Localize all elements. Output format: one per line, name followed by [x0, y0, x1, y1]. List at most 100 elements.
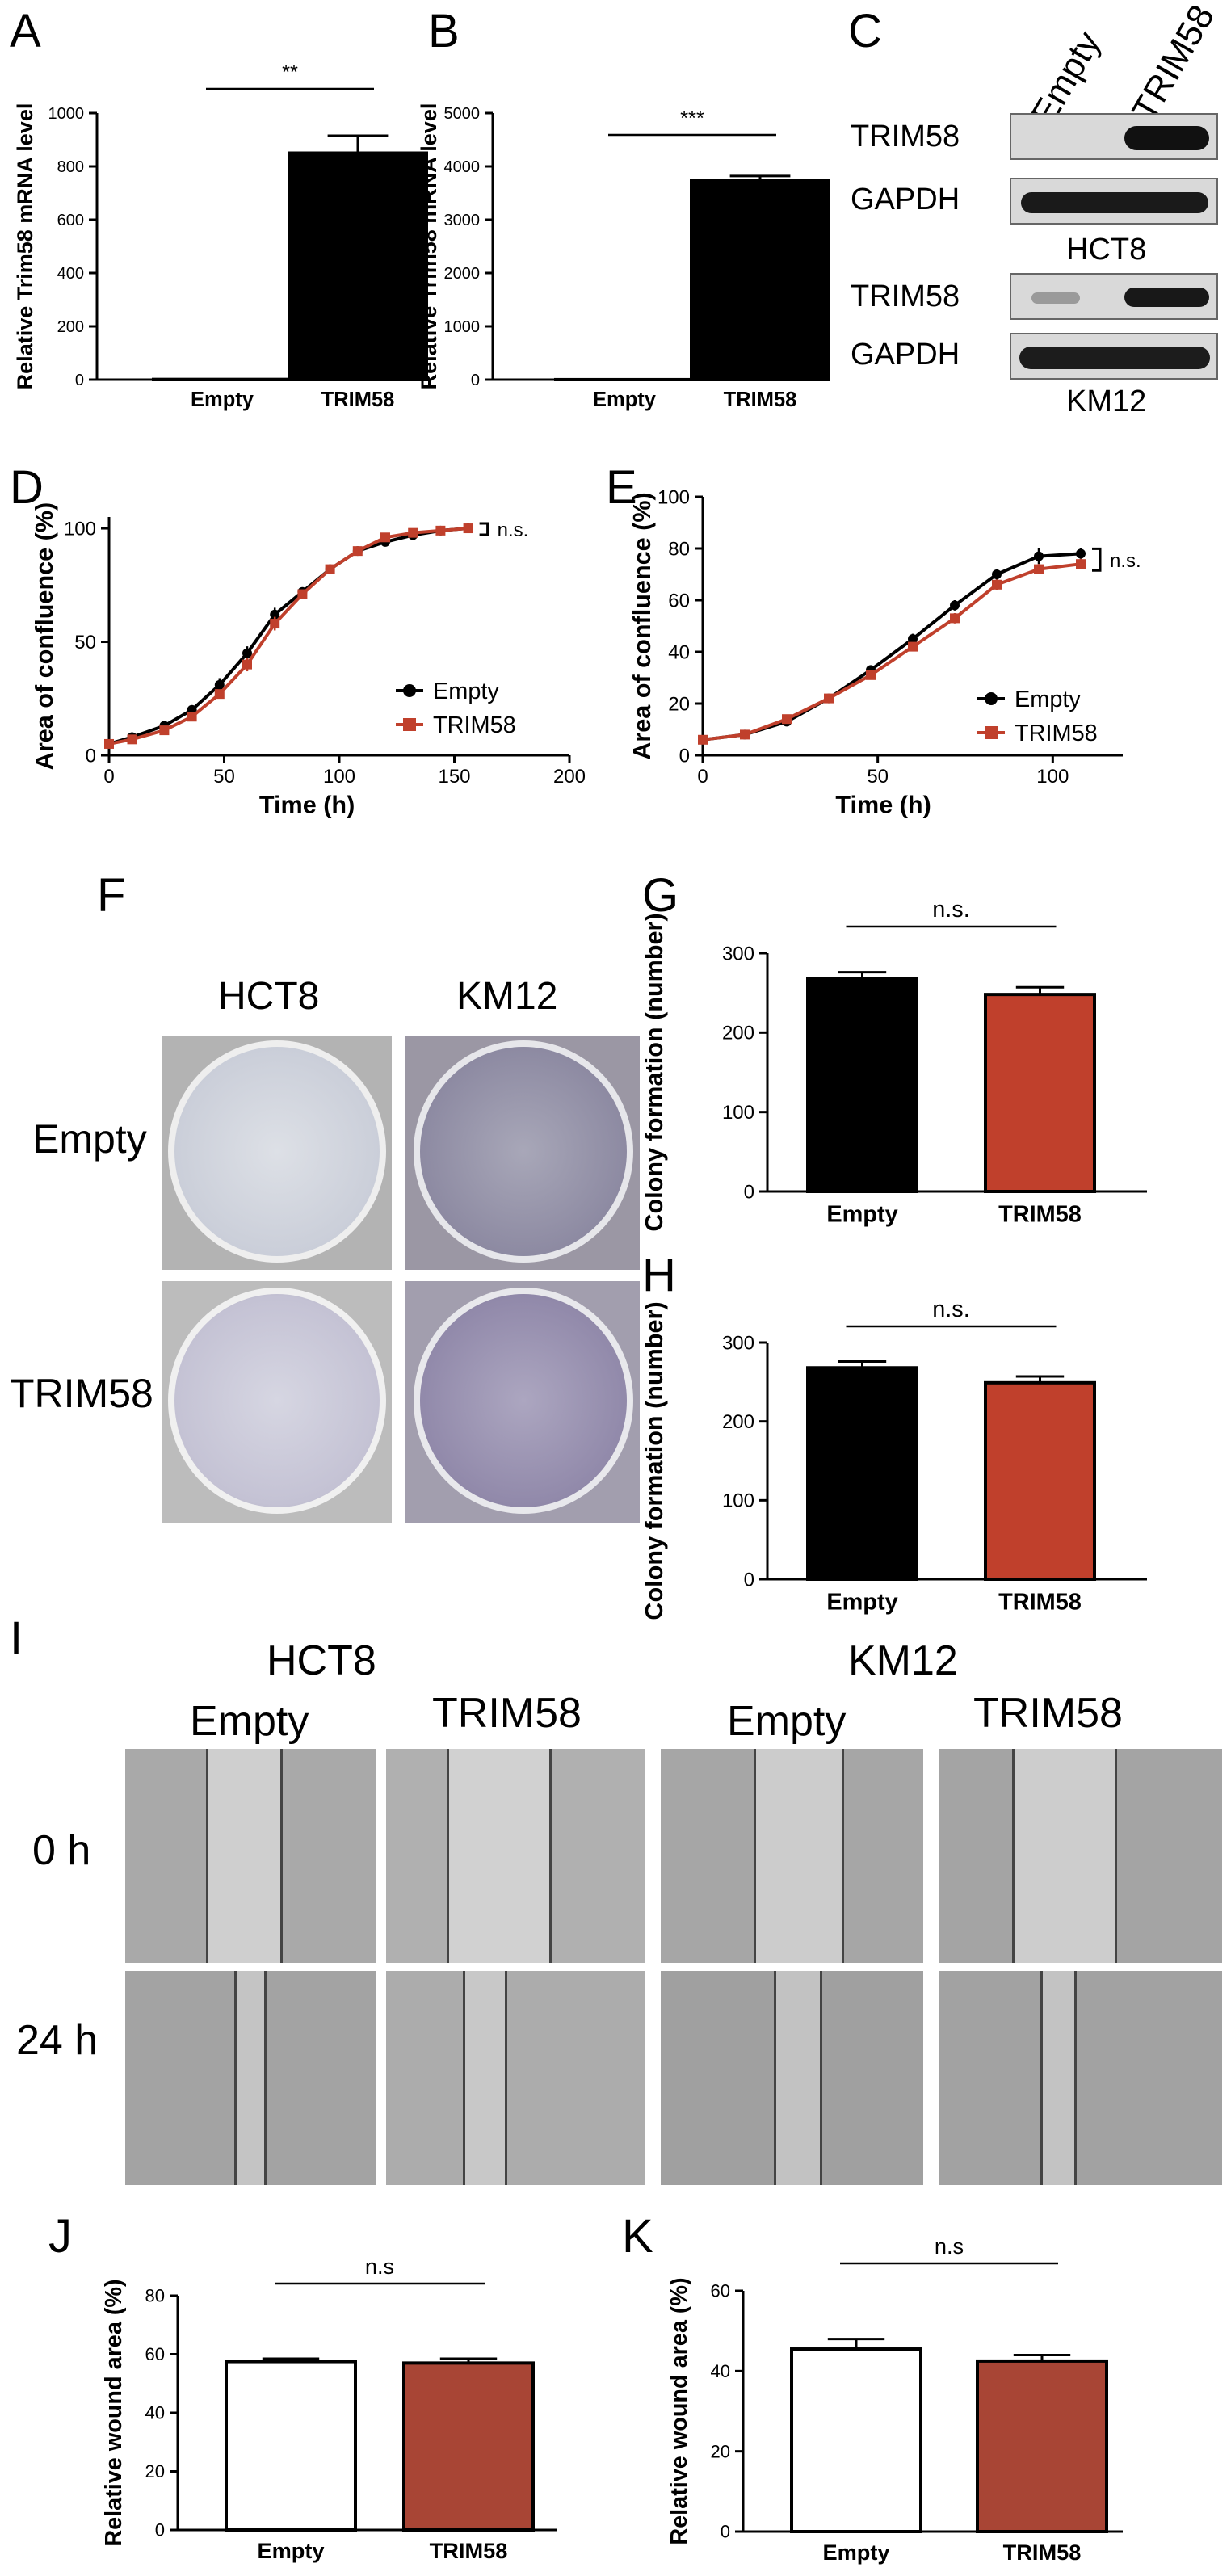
point-empty: [1034, 551, 1044, 561]
y-tick-label-0: 0: [744, 1569, 754, 1591]
wound-cell-line-hct8: HCT8: [267, 1637, 376, 1684]
bar-trim58: [976, 2359, 1108, 2533]
y-tick-label-4: 4000: [444, 158, 481, 176]
wound-photo-km12-trim58-0h: [939, 1749, 1222, 1963]
point-trim58: [698, 734, 708, 745]
x-category-label-empty: Empty: [822, 2540, 889, 2565]
blot-gapdh-hct8: [1010, 178, 1218, 225]
x-category-label-trim58: TRIM58: [321, 389, 395, 411]
y-tick-label-0: 0: [75, 372, 84, 389]
significance-label: n.s: [365, 2254, 394, 2279]
point-trim58: [325, 564, 335, 574]
y-axis-label: Relative Trim58 mRNA level: [13, 103, 37, 390]
significance-label: ***: [680, 107, 704, 130]
x-tick-label-1: 50: [867, 766, 889, 788]
significance-label: **: [282, 61, 298, 84]
x-tick-label-2: 100: [323, 766, 355, 788]
point-empty: [908, 634, 918, 644]
series-line-empty: [108, 527, 468, 746]
chart-panel-a: 0 200 400 600 800 1000 Relative Trim58 mRNA le…: [13, 61, 428, 411]
panel-label-a: A: [10, 5, 41, 57]
cell-line-label-hct8: HCT8: [1066, 233, 1147, 267]
wound-condition-label-1: Empty: [190, 1698, 309, 1745]
wound-time-label-0h: 0 h: [32, 1827, 91, 1874]
x-tick-label-0: 0: [697, 766, 708, 788]
y-tick-label-3: 3000: [444, 212, 481, 229]
y-tick-label-1: 20: [711, 2441, 730, 2461]
bar-trim58: [402, 2361, 535, 2532]
chart-panel-h: 0 100 200 300 Colony formation (number) Empty…: [641, 1296, 1147, 1620]
blot-trim58-km12: [1010, 273, 1218, 320]
y-tick-label-1: 20: [145, 2461, 165, 2481]
x-tick-label-0: 0: [103, 766, 114, 788]
x-category-label-empty: Empty: [826, 1589, 897, 1615]
wound-photo-hct8-empty-0h: [125, 1749, 376, 1963]
colony-col-label-km12: KM12: [456, 975, 558, 1018]
panel-label-g: G: [642, 869, 679, 922]
point-trim58: [214, 689, 225, 700]
y-axis-label: Relative wound area (%): [666, 2277, 692, 2544]
wound-photo-km12-empty-24h: [661, 1971, 923, 2185]
panel-label-d: D: [10, 461, 44, 514]
colony-photo-km12-trim58: [405, 1281, 640, 1523]
point-trim58: [463, 523, 473, 534]
legend-label-empty: Empty: [1015, 687, 1081, 712]
x-tick-label-1: 50: [213, 766, 235, 788]
colony-row-label-trim58: TRIM58: [10, 1371, 153, 1416]
colony-photo-km12-empty: [405, 1036, 640, 1270]
point-trim58: [242, 659, 252, 670]
point-trim58: [297, 589, 308, 599]
x-category-label-trim58: TRIM58: [998, 1589, 1082, 1615]
y-tick-label-5: 5000: [444, 105, 481, 123]
panel-label-e: E: [606, 461, 637, 514]
y-axis-label: Area of confluence (%): [628, 492, 656, 759]
y-tick-label-0: 0: [744, 1181, 754, 1203]
panel-label-j: J: [48, 2210, 72, 2263]
point-trim58: [159, 725, 170, 736]
x-category-label-empty: Empty: [593, 389, 657, 411]
x-category-label-trim58: TRIM58: [430, 2538, 508, 2563]
wound-photo-hct8-empty-24h: [125, 1971, 376, 2185]
y-tick-label-4: 800: [57, 158, 84, 176]
bar-trim58: [984, 993, 1096, 1193]
point-trim58: [740, 729, 750, 740]
x-category-label-empty: Empty: [191, 389, 254, 411]
wound-time-label-24h: 24 h: [16, 2017, 99, 2064]
point-trim58: [270, 619, 280, 629]
y-tick-label-2: 200: [722, 1023, 754, 1044]
y-tick-label-2: 400: [57, 265, 84, 283]
bar-empty: [225, 2360, 357, 2532]
x-category-label-empty: Empty: [257, 2538, 324, 2563]
series-line-trim58: [108, 527, 468, 746]
panel-label-k: K: [622, 2210, 653, 2263]
colony-photo-hct8-empty: [162, 1036, 392, 1270]
panel-label-h: H: [642, 1249, 676, 1301]
point-trim58: [104, 738, 114, 749]
panel-label-c: C: [848, 5, 882, 57]
point-trim58: [1076, 559, 1086, 569]
bar-trim58: [690, 179, 830, 381]
y-tick-label-3: 600: [57, 212, 84, 229]
cell-line-label-km12: KM12: [1066, 385, 1147, 418]
x-tick-label-4: 200: [553, 766, 586, 788]
legend-label-trim58: TRIM58: [1015, 721, 1098, 746]
point-trim58: [408, 527, 418, 538]
point-empty: [242, 648, 252, 658]
series-line-trim58: [702, 562, 1082, 742]
colony-photo-hct8-trim58: [162, 1281, 392, 1523]
significance-label: n.s.: [498, 519, 529, 541]
point-empty: [950, 600, 960, 611]
y-tick-label-3: 60: [711, 2281, 730, 2301]
legend-label-trim58: TRIM58: [433, 712, 516, 738]
panel-label-b: B: [428, 5, 460, 57]
y-axis-label: Relative wound area (%): [101, 2279, 127, 2546]
wound-condition-label-2: TRIM58: [432, 1690, 582, 1737]
y-tick-label-1: 20: [668, 693, 690, 715]
significance-bracket: [1092, 547, 1102, 572]
point-empty: [992, 569, 1002, 579]
wound-cell-line-km12: KM12: [848, 1637, 958, 1684]
blot-gapdh-km12: [1010, 333, 1218, 380]
blot-row-label-gapdh-km12: GAPDH: [851, 338, 960, 372]
significance-label: n.s.: [932, 1296, 970, 1322]
